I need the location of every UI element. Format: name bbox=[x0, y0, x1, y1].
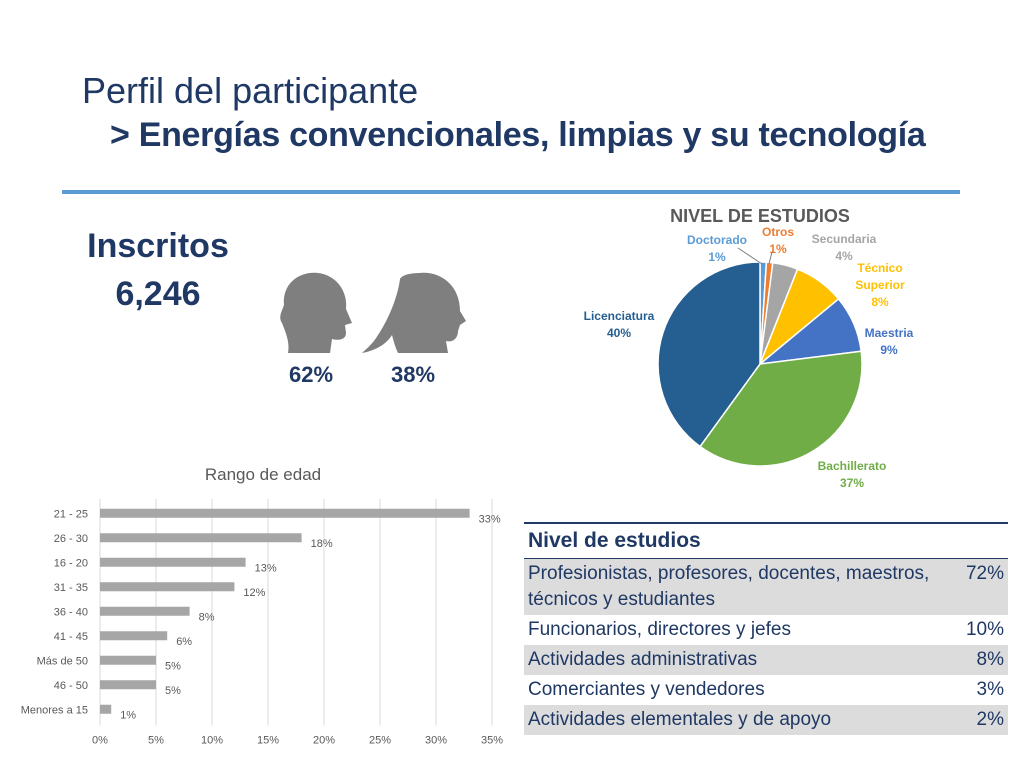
x-tick-label: 25% bbox=[369, 735, 391, 747]
x-tick-label: 20% bbox=[313, 735, 335, 747]
bar bbox=[100, 508, 470, 518]
pie-label: Técnico Superior 8% bbox=[855, 261, 905, 309]
bar bbox=[100, 631, 168, 641]
y-category-label: 41 - 45 bbox=[54, 631, 88, 643]
age-bar-chart: Rango de edad 0% 5% 10% 15% 20% 25% 30% 35% 21 -… bbox=[21, 465, 503, 747]
pie-label: Secundaria 4% bbox=[812, 232, 877, 263]
female-head-icon bbox=[362, 272, 466, 353]
row-value: 72% bbox=[961, 558, 1008, 615]
x-tick-label: 15% bbox=[257, 735, 279, 747]
row-value: 3% bbox=[976, 679, 1004, 700]
bar-value-label: 12% bbox=[243, 587, 265, 599]
x-tick-label: 10% bbox=[201, 735, 223, 747]
bar bbox=[100, 582, 235, 592]
table-row: Funcionarios, directores y jefes 10% bbox=[524, 615, 1008, 645]
y-category-label: 46 - 50 bbox=[54, 680, 88, 692]
pie-label: Maestria 9% bbox=[865, 326, 914, 357]
page-subtitle: > Energías convencionales, limpias y su … bbox=[110, 116, 926, 154]
x-tick-label: 5% bbox=[148, 735, 164, 747]
table-row: Actividades elementales y de apoyo 2% bbox=[524, 705, 1008, 735]
y-category-label: Menores a 15 bbox=[21, 704, 88, 716]
bar bbox=[100, 680, 156, 690]
x-tick-label: 35% bbox=[481, 735, 503, 747]
pie-label: Licenciatura 40% bbox=[584, 309, 655, 340]
education-table: Nivel de estudios Profesionistas, profes… bbox=[524, 522, 1008, 735]
education-pie-chart: NIVEL DE ESTUDIOS Doctorado 1% Otros 1% Secu… bbox=[584, 206, 914, 490]
row-value: 10% bbox=[965, 619, 1004, 640]
pie-label: Otros 1% bbox=[762, 225, 794, 256]
bar-value-label: 5% bbox=[165, 685, 181, 697]
pie-label: Doctorado 1% bbox=[687, 233, 747, 264]
y-category-label: 21 - 25 bbox=[54, 508, 88, 520]
row-label: Actividades administrativas bbox=[524, 645, 962, 675]
row-label: Comerciantes y vendedores bbox=[528, 679, 765, 700]
male-head-icon bbox=[280, 272, 352, 353]
bar bbox=[100, 606, 190, 616]
row-label: Funcionarios, directores y jefes bbox=[528, 619, 791, 640]
bar-title: Rango de edad bbox=[205, 465, 321, 484]
table-row: Comerciantes y vendedores 3% bbox=[524, 675, 1008, 705]
female-percentage: 38% bbox=[390, 362, 436, 387]
bar bbox=[100, 704, 112, 714]
x-tick-label: 30% bbox=[425, 735, 447, 747]
bar-value-label: 6% bbox=[176, 636, 192, 648]
y-category-label: 16 - 20 bbox=[54, 557, 88, 569]
table-row: Profesionistas, profesores, docentes, ma… bbox=[524, 558, 1008, 615]
bar-value-label: 33% bbox=[479, 513, 501, 525]
row-value: 2% bbox=[961, 705, 1008, 735]
inscritos-summary: Inscritos 6,246 bbox=[78, 222, 238, 318]
pie-slice-bachillerato bbox=[699, 350, 863, 467]
y-category-label: 36 - 40 bbox=[54, 606, 88, 618]
inscritos-label: Inscritos bbox=[87, 227, 229, 265]
y-category-label: Más de 50 bbox=[37, 655, 88, 667]
pie-label: Bachillerato 37% bbox=[818, 459, 887, 490]
page-title: Perfil del participante bbox=[82, 70, 419, 111]
bar-value-label: 13% bbox=[255, 562, 277, 574]
male-percentage: 62% bbox=[288, 362, 334, 387]
pie-slice-licenciatura bbox=[657, 261, 761, 448]
inscritos-count: 6,246 bbox=[115, 275, 201, 313]
x-tick-label: 0% bbox=[92, 735, 108, 747]
bar-value-label: 5% bbox=[165, 660, 181, 672]
bar-value-label: 1% bbox=[120, 709, 136, 721]
title-divider bbox=[62, 190, 960, 194]
table-row: Actividades administrativas 8% bbox=[524, 645, 1008, 675]
row-label: Profesionistas, profesores, docentes, ma… bbox=[524, 558, 962, 615]
pie-title: NIVEL DE ESTUDIOS bbox=[670, 206, 850, 226]
row-value: 8% bbox=[961, 645, 1008, 675]
bar bbox=[100, 557, 246, 567]
y-category-label: 26 - 30 bbox=[54, 533, 88, 545]
bar bbox=[100, 655, 156, 665]
row-label: Actividades elementales y de apoyo bbox=[524, 705, 962, 735]
bar-value-label: 8% bbox=[199, 611, 215, 623]
bar-value-label: 18% bbox=[311, 538, 333, 550]
table-header: Nivel de estudios bbox=[524, 522, 1008, 559]
bar bbox=[100, 533, 302, 543]
y-category-label: 31 - 35 bbox=[54, 582, 88, 594]
